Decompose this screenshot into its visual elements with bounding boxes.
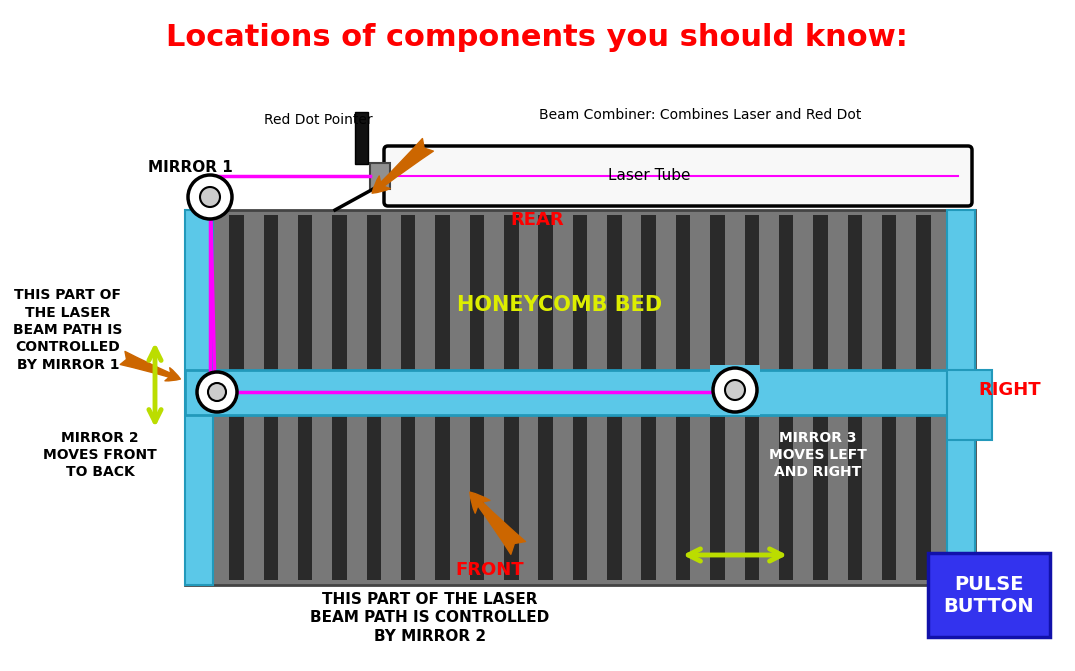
Bar	[947, 210, 975, 585]
Text: Locations of components you should know:: Locations of components you should know:	[166, 23, 908, 52]
Text: Laser Tube: Laser Tube	[607, 168, 690, 183]
Bar	[367, 215, 382, 580]
Bar	[847, 215, 862, 580]
Text: RIGHT: RIGHT	[978, 381, 1042, 399]
Bar	[573, 215, 587, 580]
Circle shape	[188, 175, 232, 219]
Bar	[779, 215, 793, 580]
Bar	[229, 215, 244, 580]
FancyBboxPatch shape	[384, 146, 972, 206]
Bar	[642, 215, 656, 580]
Bar	[185, 210, 213, 585]
Bar	[370, 163, 390, 189]
Bar	[813, 215, 828, 580]
Bar	[195, 215, 210, 580]
Circle shape	[197, 372, 236, 412]
Bar	[185, 210, 975, 585]
Bar	[298, 215, 313, 580]
Text: MIRROR 1: MIRROR 1	[147, 160, 232, 174]
Circle shape	[200, 187, 220, 207]
Text: FRONT: FRONT	[456, 561, 525, 579]
Text: THIS PART OF
THE LASER
BEAM PATH IS
CONTROLLED
BY MIRROR 1: THIS PART OF THE LASER BEAM PATH IS CONT…	[13, 289, 123, 372]
Text: PULSE
BUTTON: PULSE BUTTON	[944, 574, 1034, 615]
Bar	[470, 215, 484, 580]
Bar	[185, 370, 975, 415]
Bar	[504, 215, 518, 580]
Bar	[947, 370, 992, 440]
Bar	[401, 215, 415, 580]
Bar	[539, 215, 553, 580]
FancyBboxPatch shape	[928, 553, 1050, 637]
Text: Beam Combiner: Combines Laser and Red Dot: Beam Combiner: Combines Laser and Red Do…	[539, 108, 861, 122]
Text: Red Dot Pointer: Red Dot Pointer	[263, 113, 372, 127]
Circle shape	[207, 383, 226, 401]
Bar	[882, 215, 897, 580]
Bar	[676, 215, 690, 580]
Bar	[711, 215, 725, 580]
Text: HONEYCOMB BED: HONEYCOMB BED	[458, 295, 662, 315]
Bar	[355, 112, 368, 164]
Text: MIRROR 3
MOVES LEFT
AND RIGHT: MIRROR 3 MOVES LEFT AND RIGHT	[769, 431, 866, 479]
Bar	[332, 215, 347, 580]
Text: REAR: REAR	[511, 211, 563, 229]
Bar	[263, 215, 278, 580]
Text: THIS PART OF THE LASER
BEAM PATH IS CONTROLLED
BY MIRROR 2: THIS PART OF THE LASER BEAM PATH IS CONT…	[311, 592, 549, 644]
Bar	[607, 215, 621, 580]
Bar	[745, 215, 759, 580]
Bar	[950, 215, 965, 580]
Bar	[916, 215, 931, 580]
Bar	[435, 215, 449, 580]
Bar	[710, 365, 760, 415]
Circle shape	[713, 368, 757, 412]
Text: MIRROR 2
MOVES FRONT
TO BACK: MIRROR 2 MOVES FRONT TO BACK	[43, 431, 157, 479]
Circle shape	[725, 380, 745, 400]
